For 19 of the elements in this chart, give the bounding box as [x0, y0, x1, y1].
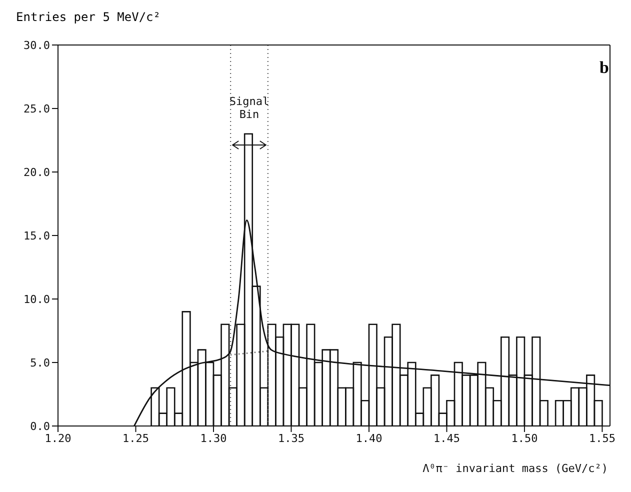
x-tick-label: 1.55	[588, 432, 616, 445]
x-tick-label: 1.35	[278, 432, 304, 445]
y-tick-label: 25.0	[24, 102, 50, 116]
x-tick-label: 1.20	[44, 432, 72, 445]
y-tick-label: 30.0	[24, 38, 50, 52]
x-tick-label: 1.50	[511, 432, 538, 445]
y-tick-label: 10.0	[24, 292, 50, 306]
y-tick-label: 20.0	[24, 166, 50, 179]
y-tick-label: 5.0	[30, 356, 50, 370]
annotation: b	[600, 58, 609, 78]
x-tick-label: 1.40	[356, 432, 382, 445]
y-tick-label: 0.0	[30, 420, 50, 433]
y-tick-label: 15.0	[24, 229, 50, 242]
x-tick-label: 1.25	[122, 432, 149, 445]
x-tick-label: 1.30	[200, 432, 227, 445]
y-axis-title: Entries per 5 MeV/c²	[16, 10, 160, 24]
x-tick-label: 1.45	[433, 432, 460, 445]
annotation: Signal Bin	[229, 95, 270, 121]
x-axis-title: Λ⁰π⁻ invariant mass (GeV/c²)	[422, 462, 608, 475]
